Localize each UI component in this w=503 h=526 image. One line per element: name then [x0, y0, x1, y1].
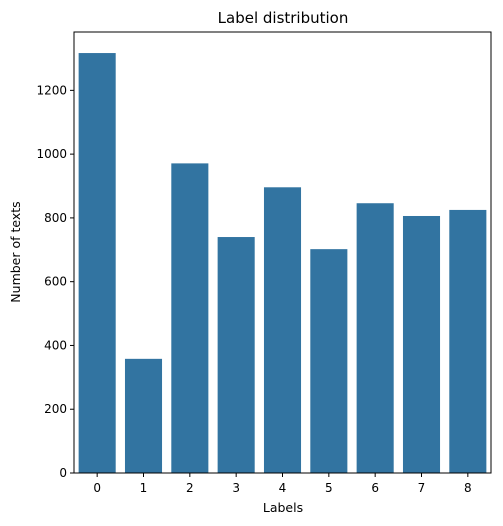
bar-4: [263, 187, 302, 474]
y-axis: 0 200 400 600 800 1000 1200: [36, 83, 74, 480]
x-tick-label: 5: [325, 481, 333, 495]
plot-frame: [73, 31, 492, 474]
x-tick-label: 3: [232, 481, 240, 495]
bar-5: [310, 249, 348, 473]
y-tick-label: 1000: [36, 147, 67, 161]
y-tick-label: 0: [59, 466, 67, 480]
bar-0: [78, 53, 116, 474]
y-tick-label: 1200: [36, 83, 67, 97]
x-tick-label: 4: [279, 481, 287, 495]
bar-7: [402, 215, 441, 474]
chart-title: Label distribution: [218, 9, 349, 27]
x-tick-label: 6: [371, 481, 379, 495]
bar-6: [356, 203, 394, 474]
y-tick-label: 200: [44, 402, 67, 416]
bar-8: [449, 209, 487, 473]
y-axis-label: Number of texts: [8, 201, 23, 302]
x-tick-label: 2: [186, 481, 194, 495]
y-tick-label: 800: [44, 211, 67, 225]
x-tick-label: 7: [418, 481, 426, 495]
x-tick-label: 8: [464, 481, 472, 495]
bar-2: [171, 163, 209, 473]
bars-group: [78, 53, 487, 474]
x-tick-label: 0: [93, 481, 101, 495]
y-tick-label: 400: [44, 338, 67, 352]
bar-1: [124, 358, 163, 473]
bar-3: [217, 237, 255, 473]
x-axis-label: Labels: [263, 500, 303, 515]
x-tick-label: 1: [140, 481, 148, 495]
x-axis: 0 1 2 3 4 5 6 7 8: [93, 473, 472, 495]
y-tick-label: 600: [44, 275, 67, 289]
